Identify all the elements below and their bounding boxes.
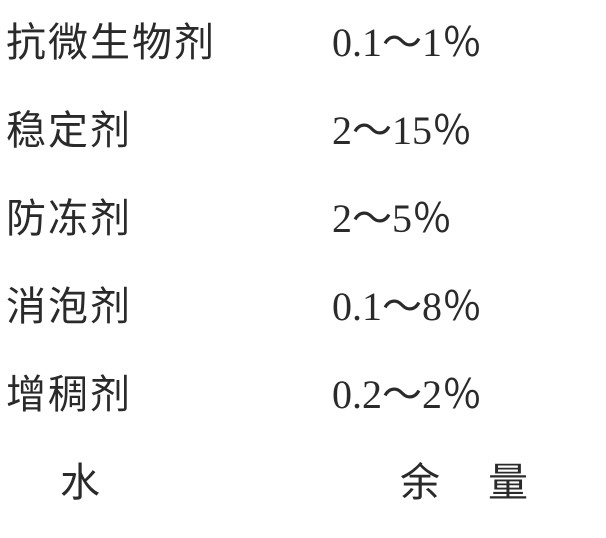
- ingredient-value: 2～5％: [332, 186, 452, 244]
- ingredient-value: 0.2～2％: [332, 362, 482, 420]
- ingredient-label: 稳定剂: [0, 98, 132, 156]
- table-row: 消泡剂 0.1～8％: [0, 274, 606, 362]
- ingredient-label: 水: [0, 450, 104, 508]
- ingredient-label: 抗微生物剂: [0, 10, 216, 68]
- ingredient-label: 防冻剂: [0, 186, 132, 244]
- ingredient-label: 增稠剂: [0, 362, 132, 420]
- ingredient-value: 余量: [362, 450, 576, 508]
- table-row: 增稠剂 0.2～2％: [0, 362, 606, 450]
- table-row: 水 余量: [0, 450, 606, 538]
- ingredient-table: 抗微生物剂 0.1～1％ 稳定剂 2～15％ 防冻剂 2～5％ 消泡剂 0.1～…: [0, 0, 606, 536]
- ingredient-label: 消泡剂: [0, 274, 132, 332]
- table-row: 稳定剂 2～15％: [0, 98, 606, 186]
- ingredient-value: 0.1～1％: [332, 10, 482, 68]
- table-row: 防冻剂 2～5％: [0, 186, 606, 274]
- ingredient-value: 2～15％: [332, 98, 472, 156]
- ingredient-value: 0.1～8％: [332, 274, 482, 332]
- table-row: 抗微生物剂 0.1～1％: [0, 10, 606, 98]
